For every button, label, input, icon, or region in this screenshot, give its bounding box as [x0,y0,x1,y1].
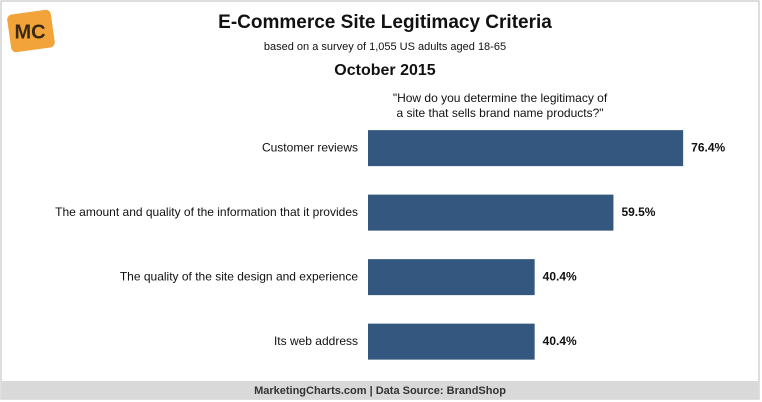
subtitle: based on a survey of 1,055 US adults age… [264,41,506,53]
logo: MC [14,21,45,43]
source: MarketingCharts.com | Data Source: Brand… [254,385,506,397]
footer-band [2,381,758,399]
value-label: 40.4% [543,334,577,348]
value-label: 40.4% [543,269,577,283]
bar [368,323,535,360]
category-label: Its web address [274,334,358,348]
bar [368,194,614,231]
bar [368,130,684,167]
question: "How do you determine the legitimacy of [393,91,608,105]
category-label: The quality of the site design and exper… [120,269,358,283]
chart-title: E-Commerce Site Legitimacy Criteria [218,12,552,33]
value-label: 76.4% [691,140,725,154]
logo-badge [7,9,55,53]
bar [368,259,535,296]
value-label: 59.5% [621,205,655,219]
date: October 2015 [334,62,435,79]
category-label: The amount and quality of the informatio… [55,205,358,219]
question: a site that sells brand name products?" [396,106,603,120]
category-label: Customer reviews [262,140,358,154]
